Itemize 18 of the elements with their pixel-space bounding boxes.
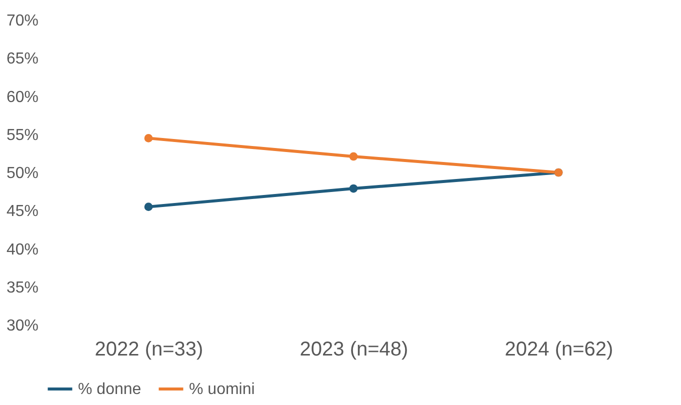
point xyxy=(349,152,358,161)
y-tick-label: 30% xyxy=(6,318,38,334)
x-tick-label: 2023 (n=48) xyxy=(300,338,408,360)
y-tick-label: 70% xyxy=(6,12,38,30)
x-tick-label: 2022 (n=33) xyxy=(94,338,204,360)
y-tick-label: 60% xyxy=(6,88,38,106)
y-tick-label: 45% xyxy=(6,203,38,220)
legend-label: % donne xyxy=(78,381,142,398)
x-tick-label: 2024 (n=62) xyxy=(504,338,614,360)
y-tick-label: 50% xyxy=(6,165,38,182)
y-tick-label: 40% xyxy=(6,241,38,258)
y-tick-label: 35% xyxy=(6,279,38,296)
y-tick-label: 55% xyxy=(6,126,38,144)
point xyxy=(349,184,358,193)
point xyxy=(144,134,153,142)
legend-label: % uomini xyxy=(189,381,255,398)
y-tick-label: 65% xyxy=(6,50,38,68)
point xyxy=(144,202,153,211)
